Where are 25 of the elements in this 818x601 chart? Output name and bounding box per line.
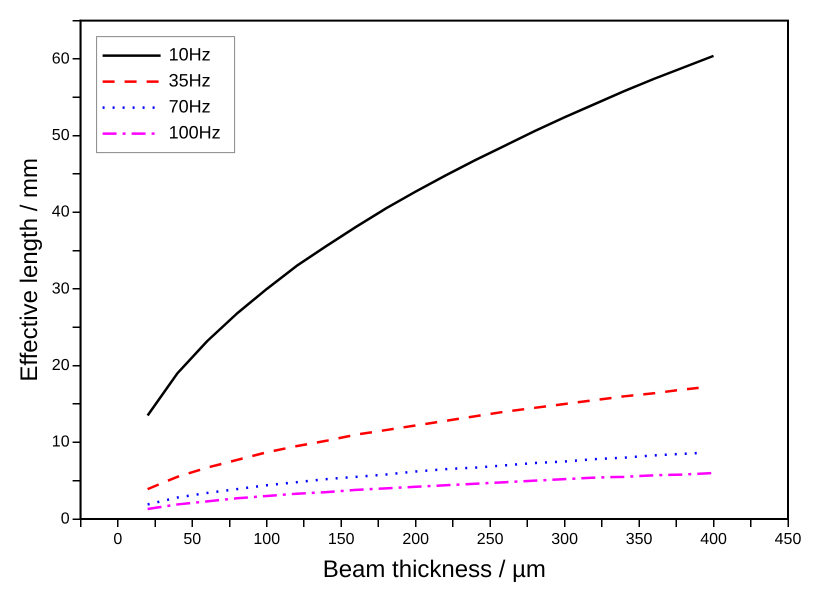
x-tick-label: 50 — [183, 531, 202, 548]
y-axis-title: Effective length / mm — [16, 158, 44, 382]
x-tick-label: 200 — [402, 531, 430, 548]
legend-label: 70Hz — [168, 96, 211, 117]
x-tick-label: 450 — [774, 531, 802, 548]
y-tick-label: 30 — [52, 280, 70, 298]
x-tick-label: 350 — [626, 531, 653, 548]
x-tick-label: 400 — [700, 531, 727, 548]
legend-label: 10Hz — [168, 44, 211, 65]
x-tick-label: 0 — [113, 531, 122, 548]
y-tick-label: 60 — [52, 50, 70, 68]
y-tick-label: 50 — [52, 127, 70, 144]
x-tick-label: 250 — [476, 531, 504, 548]
y-tick-label: 10 — [52, 434, 70, 451]
legend-label: 35Hz — [168, 70, 211, 91]
legend-label: 100Hz — [168, 122, 221, 143]
y-tick-label: 40 — [52, 204, 70, 221]
line-series — [146, 386, 700, 490]
x-tick-label: 300 — [551, 531, 578, 548]
y-tick-label: 20 — [52, 357, 70, 374]
line-series — [146, 452, 700, 506]
y-tick-label: 0 — [60, 510, 70, 528]
x-axis-title: Beam thickness / µm — [322, 556, 546, 584]
x-tick-label: 150 — [328, 531, 355, 548]
x-tick-label: 100 — [253, 531, 280, 548]
